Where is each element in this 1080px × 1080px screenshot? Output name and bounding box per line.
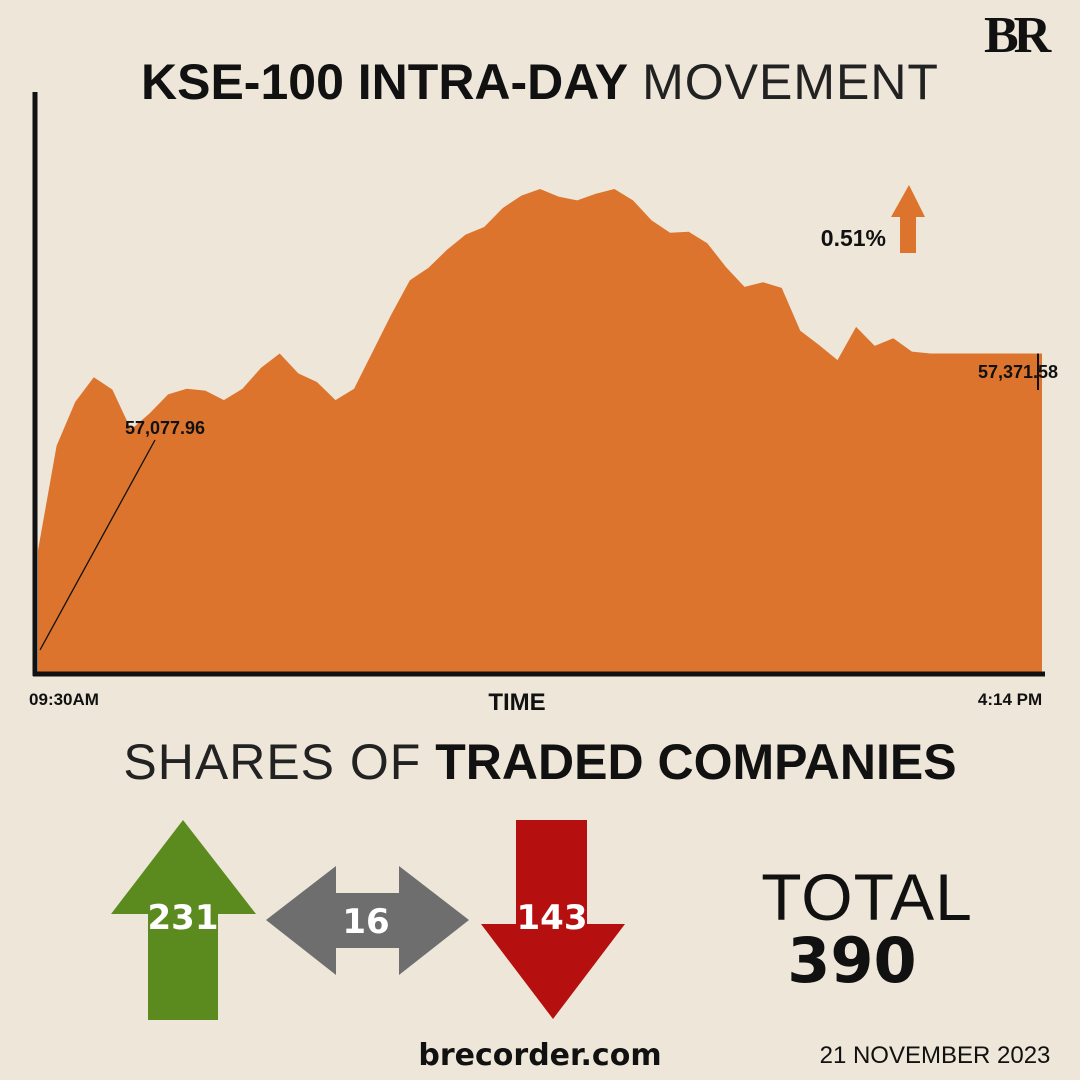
start-value-label: 57,077.96 bbox=[125, 418, 205, 438]
intraday-chart: 57,077.96 57,371.58 09:30AM 4:14 PM TIME… bbox=[29, 92, 1058, 716]
chart-title-light: MOVEMENT bbox=[642, 54, 939, 110]
decliners-count: 143 bbox=[516, 898, 588, 938]
unchanged-count: 16 bbox=[342, 902, 390, 942]
chart-title-bold: KSE-100 INTRA-DAY bbox=[141, 54, 629, 110]
change-up-arrow-icon bbox=[891, 185, 925, 253]
change-percent: 0.51% bbox=[821, 225, 886, 251]
total-label: TOTAL bbox=[761, 860, 973, 934]
start-value-leader bbox=[39, 439, 156, 651]
x-end-label: 4:14 PM bbox=[978, 690, 1042, 709]
x-start-label: 09:30AM bbox=[29, 690, 99, 709]
total-value: 390 bbox=[787, 924, 917, 997]
publish-date: 21 NOVEMBER 2023 bbox=[819, 1042, 1051, 1069]
index-area bbox=[38, 189, 1042, 672]
breadth-title: SHARES OF TRADED COMPANIES bbox=[0, 732, 1080, 792]
advancers-count: 231 bbox=[147, 898, 219, 938]
breadth-title-bold: TRADED COMPANIES bbox=[435, 734, 957, 790]
br-logo: BR bbox=[984, 7, 1051, 64]
chart-title: KSE-100 INTRA-DAY MOVEMENT bbox=[0, 52, 1080, 112]
x-axis-title: TIME bbox=[488, 689, 545, 716]
end-value-label: 57,371.58 bbox=[978, 362, 1058, 382]
breadth-title-light: SHARES OF bbox=[123, 734, 422, 790]
website-link[interactable]: brecorder.com bbox=[418, 1038, 662, 1073]
